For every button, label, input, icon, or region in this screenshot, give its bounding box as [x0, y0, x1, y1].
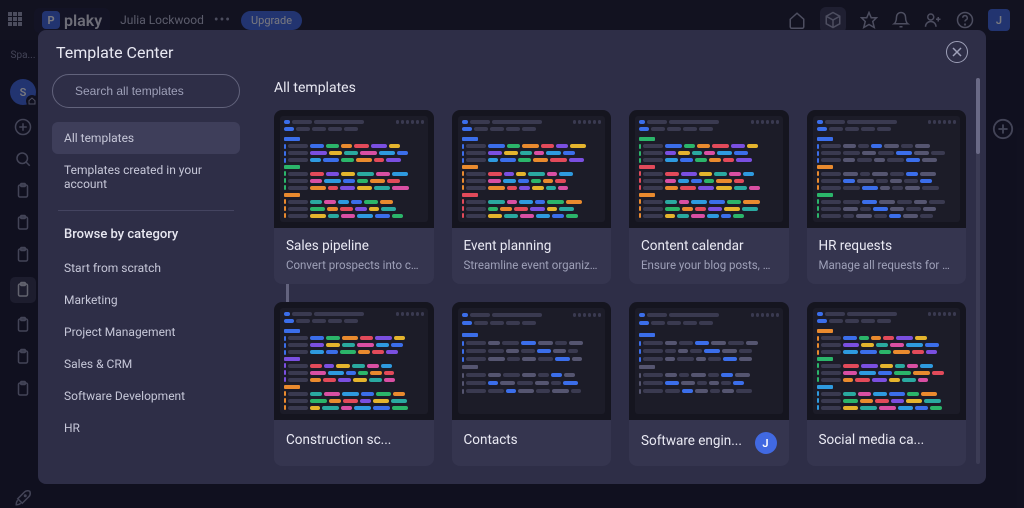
- template-title: HR requests: [819, 238, 955, 254]
- template-card[interactable]: Content calendar Ensure your blog posts, …: [629, 110, 789, 284]
- template-thumbnail: [629, 302, 789, 420]
- template-card[interactable]: Software engin... J: [629, 302, 789, 466]
- template-thumbnail: [629, 110, 789, 228]
- template-title: Construction sc...: [286, 432, 422, 448]
- template-card[interactable]: Construction sc...: [274, 302, 434, 466]
- template-thumbnail: [452, 302, 612, 420]
- template-title: Social media ca...: [819, 432, 955, 448]
- sidebar-category[interactable]: HR: [52, 412, 240, 444]
- template-card[interactable]: HR requests Manage all requests for a v..…: [807, 110, 967, 284]
- template-center-modal: Template Center All templatesTemplates c…: [38, 30, 986, 484]
- template-title: Contacts: [464, 432, 600, 448]
- template-desc: Manage all requests for a v...: [819, 258, 955, 272]
- template-title: Software engin...: [641, 433, 747, 449]
- close-icon: [952, 47, 962, 57]
- search-box[interactable]: [52, 74, 240, 108]
- template-card[interactable]: Social media ca...: [807, 302, 967, 466]
- close-button[interactable]: [946, 41, 968, 63]
- sidebar-category[interactable]: Marketing: [52, 284, 240, 316]
- template-sidebar: All templatesTemplates created in your a…: [52, 74, 250, 474]
- sidebar-item[interactable]: Templates created in your account: [52, 154, 240, 200]
- template-title: Sales pipeline: [286, 238, 422, 254]
- sidebar-item[interactable]: All templates: [52, 122, 240, 154]
- browse-heading: Browse by category: [52, 223, 240, 252]
- template-thumbnail: [452, 110, 612, 228]
- template-thumbnail: [274, 110, 434, 228]
- sidebar-category[interactable]: Project Management: [52, 316, 240, 348]
- modal-header: Template Center: [38, 30, 986, 74]
- main-heading: All templates: [274, 80, 966, 96]
- template-card[interactable]: Sales pipeline Convert prospects into cus…: [274, 110, 434, 284]
- template-thumbnail: [274, 302, 434, 420]
- sidebar-divider: [58, 210, 234, 211]
- main-scrollbar-thumb[interactable]: [976, 78, 980, 154]
- template-title: Content calendar: [641, 238, 777, 254]
- sidebar-category[interactable]: Software Development: [52, 380, 240, 412]
- template-desc: Ensure your blog posts, pub...: [641, 258, 777, 272]
- template-main: All templates Sales pipeline Convert pros…: [250, 74, 986, 474]
- template-thumbnail: [807, 110, 967, 228]
- template-card[interactable]: Event planning Streamline event organizat…: [452, 110, 612, 284]
- search-input[interactable]: [75, 84, 230, 98]
- sidebar-category[interactable]: Start from scratch: [52, 252, 240, 284]
- template-owner-avatar: J: [755, 432, 777, 454]
- template-title: Event planning: [464, 238, 600, 254]
- modal-title: Template Center: [56, 43, 173, 62]
- template-desc: Convert prospects into cust...: [286, 258, 422, 272]
- template-thumbnail: [807, 302, 967, 420]
- sidebar-category[interactable]: Sales & CRM: [52, 348, 240, 380]
- template-card[interactable]: Contacts: [452, 302, 612, 466]
- template-grid: Sales pipeline Convert prospects into cus…: [274, 110, 966, 466]
- template-desc: Streamline event organizati...: [464, 258, 600, 272]
